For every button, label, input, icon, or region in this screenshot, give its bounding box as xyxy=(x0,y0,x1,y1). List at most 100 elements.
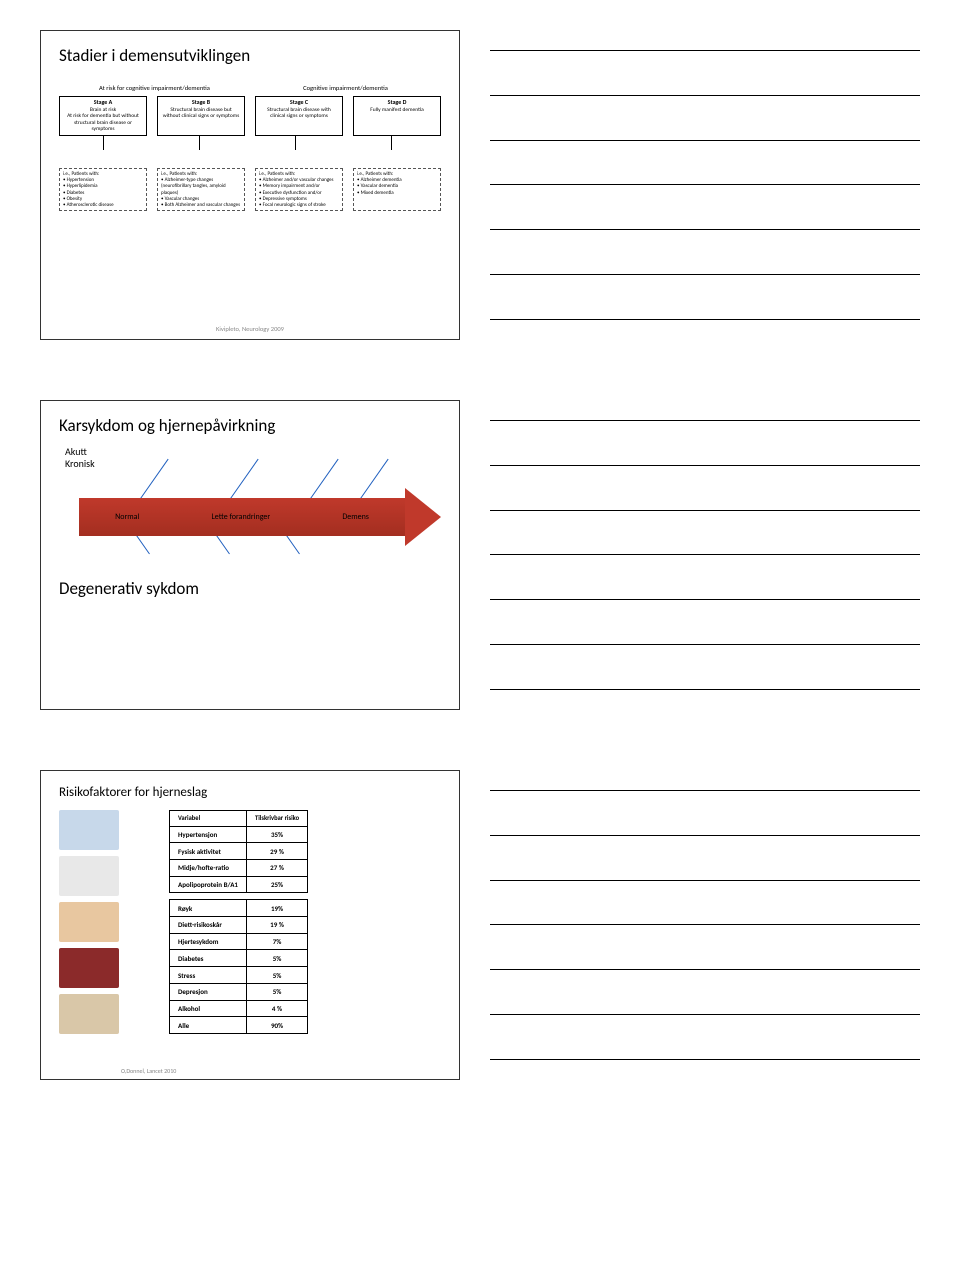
cell-variable: Alle xyxy=(170,1017,247,1034)
cell-variable: Fysisk aktivitet xyxy=(170,843,247,860)
table-row: Alle90% xyxy=(170,1017,308,1034)
image-placeholder xyxy=(59,994,119,1034)
slide-3-content: Variabel Tilskrivbar risiko Hypertensjon… xyxy=(59,810,441,1034)
slide-row-2: Karsykdom og hjernepåvirkning AkuttKroni… xyxy=(40,400,920,710)
note-line xyxy=(490,599,920,600)
arrow-label-3: Demens xyxy=(342,512,369,522)
example-d: i.e., Patients with:• Alzheimer dementia… xyxy=(353,168,441,212)
arrow-label-2: Lette forandringer xyxy=(211,512,270,522)
col-risk: Tilskrivbar risiko xyxy=(246,811,307,827)
cell-variable: Hjertesykdom xyxy=(170,933,247,950)
slide-2-title: Karsykdom og hjernepåvirkning xyxy=(59,415,441,436)
col-variable: Variabel xyxy=(170,811,247,827)
note-line xyxy=(490,420,920,421)
table-header: Variabel Tilskrivbar risiko xyxy=(170,811,308,827)
arrow-body: Normal Lette forandringer Demens xyxy=(79,498,405,536)
slide-row-3: Risikofaktorer for hjerneslag Variabel T… xyxy=(40,770,920,1080)
cell-variable: Stress xyxy=(170,967,247,984)
stage-header-labels: At risk for cognitive impairment/dementi… xyxy=(59,84,441,92)
note-line xyxy=(490,229,920,230)
table-row: Diett-risikoskår19 % xyxy=(170,917,308,934)
slide-2: Karsykdom og hjernepåvirkning AkuttKroni… xyxy=(40,400,460,710)
table-row: Hjertesykdom7% xyxy=(170,933,308,950)
table-row: Depresjon5% xyxy=(170,983,308,1000)
note-line xyxy=(490,1014,920,1015)
table-row: Alkohol4 % xyxy=(170,1000,308,1017)
cell-risk: 19% xyxy=(246,900,307,917)
example-b: i.e., Patients with:• Alzheimer-type cha… xyxy=(157,168,245,212)
stage-connectors xyxy=(59,136,441,150)
note-line xyxy=(490,510,920,511)
arrow-label-1: Normal xyxy=(115,512,139,522)
stage-d-box: Stage DFully manifest dementia xyxy=(353,96,441,136)
table-row: Hypertensjon35% xyxy=(170,826,308,843)
table-body-top: Hypertensjon35%Fysisk aktivitet29 %Midje… xyxy=(170,826,308,893)
slide-1-title: Stadier i demensutviklingen xyxy=(59,45,441,66)
note-line xyxy=(490,880,920,881)
cell-risk: 5% xyxy=(246,950,307,967)
cell-variable: Hypertensjon xyxy=(170,826,247,843)
image-placeholder xyxy=(59,948,119,988)
cell-risk: 19 % xyxy=(246,917,307,934)
cell-variable: Røyk xyxy=(170,900,247,917)
notes-2 xyxy=(490,400,920,710)
slide-1-citation: Kivipleto, Neurology 2009 xyxy=(41,325,459,333)
note-line xyxy=(490,95,920,96)
cell-risk: 5% xyxy=(246,967,307,984)
note-line xyxy=(490,1059,920,1060)
cell-risk: 35% xyxy=(246,826,307,843)
cell-risk: 25% xyxy=(246,876,307,893)
note-line xyxy=(490,184,920,185)
note-line xyxy=(490,689,920,690)
stage-b-box: Stage BStructural brain disease but with… xyxy=(157,96,245,136)
cell-risk: 27 % xyxy=(246,859,307,876)
note-line xyxy=(490,140,920,141)
slide-1: Stadier i demensutviklingen At risk for … xyxy=(40,30,460,340)
header-right: Cognitive impairment/dementia xyxy=(254,84,437,92)
cell-variable: Diett-risikoskår xyxy=(170,917,247,934)
example-c: i.e., Patients with:• Alzheimer and/or v… xyxy=(255,168,343,212)
note-line xyxy=(490,319,920,320)
cell-risk: 4 % xyxy=(246,1000,307,1017)
slide-3-citation: O,Donnel, Lancet 2010 xyxy=(121,1067,176,1075)
stage-a-box: Stage ABrain at riskAt risk for dementia… xyxy=(59,96,147,136)
note-line xyxy=(490,969,920,970)
cell-variable: Apolipoprotein B/A1 xyxy=(170,876,247,893)
example-a: i.e., Patients with:• Hypertension• Hype… xyxy=(59,168,147,212)
slide-2-bottom-title: Degenerativ sykdom xyxy=(59,578,441,599)
table-row: Apolipoprotein B/A125% xyxy=(170,876,308,893)
note-line xyxy=(490,835,920,836)
arrow-head-icon xyxy=(405,488,441,546)
notes-1 xyxy=(490,30,920,340)
slide-2-sub: AkuttKronisk xyxy=(65,446,441,470)
cell-variable: Depresjon xyxy=(170,983,247,1000)
example-boxes: i.e., Patients with:• Hypertension• Hype… xyxy=(59,168,441,212)
cell-variable: Alkohol xyxy=(170,1000,247,1017)
table-row: Røyk19% xyxy=(170,900,308,917)
note-line xyxy=(490,790,920,791)
cell-risk: 90% xyxy=(246,1017,307,1034)
progression-arrow: Normal Lette forandringer Demens xyxy=(59,498,441,536)
notes-3 xyxy=(490,770,920,1080)
table-row: Fysisk aktivitet29 % xyxy=(170,843,308,860)
table-row: Midje/hofte-ratio27 % xyxy=(170,859,308,876)
note-line xyxy=(490,644,920,645)
stage-boxes: Stage ABrain at riskAt risk for dementia… xyxy=(59,96,441,136)
table-row: Stress5% xyxy=(170,967,308,984)
table-body-bottom: Røyk19%Diett-risikoskår19 %Hjertesykdom7… xyxy=(170,900,308,1034)
note-line xyxy=(490,465,920,466)
table-row: Diabetes5% xyxy=(170,950,308,967)
stage-c-box: Stage CStructural brain disease with cli… xyxy=(255,96,343,136)
slide-row-1: Stadier i demensutviklingen At risk for … xyxy=(40,30,920,340)
note-line xyxy=(490,50,920,51)
risk-images xyxy=(59,810,121,1034)
cell-risk: 5% xyxy=(246,983,307,1000)
cell-risk: 7% xyxy=(246,933,307,950)
note-line xyxy=(490,274,920,275)
image-placeholder xyxy=(59,856,119,896)
slide-3: Risikofaktorer for hjerneslag Variabel T… xyxy=(40,770,460,1080)
cell-risk: 29 % xyxy=(246,843,307,860)
handout-page: Stadier i demensutviklingen At risk for … xyxy=(40,30,920,1080)
cell-variable: Midje/hofte-ratio xyxy=(170,859,247,876)
slide-3-title: Risikofaktorer for hjerneslag xyxy=(59,785,441,800)
